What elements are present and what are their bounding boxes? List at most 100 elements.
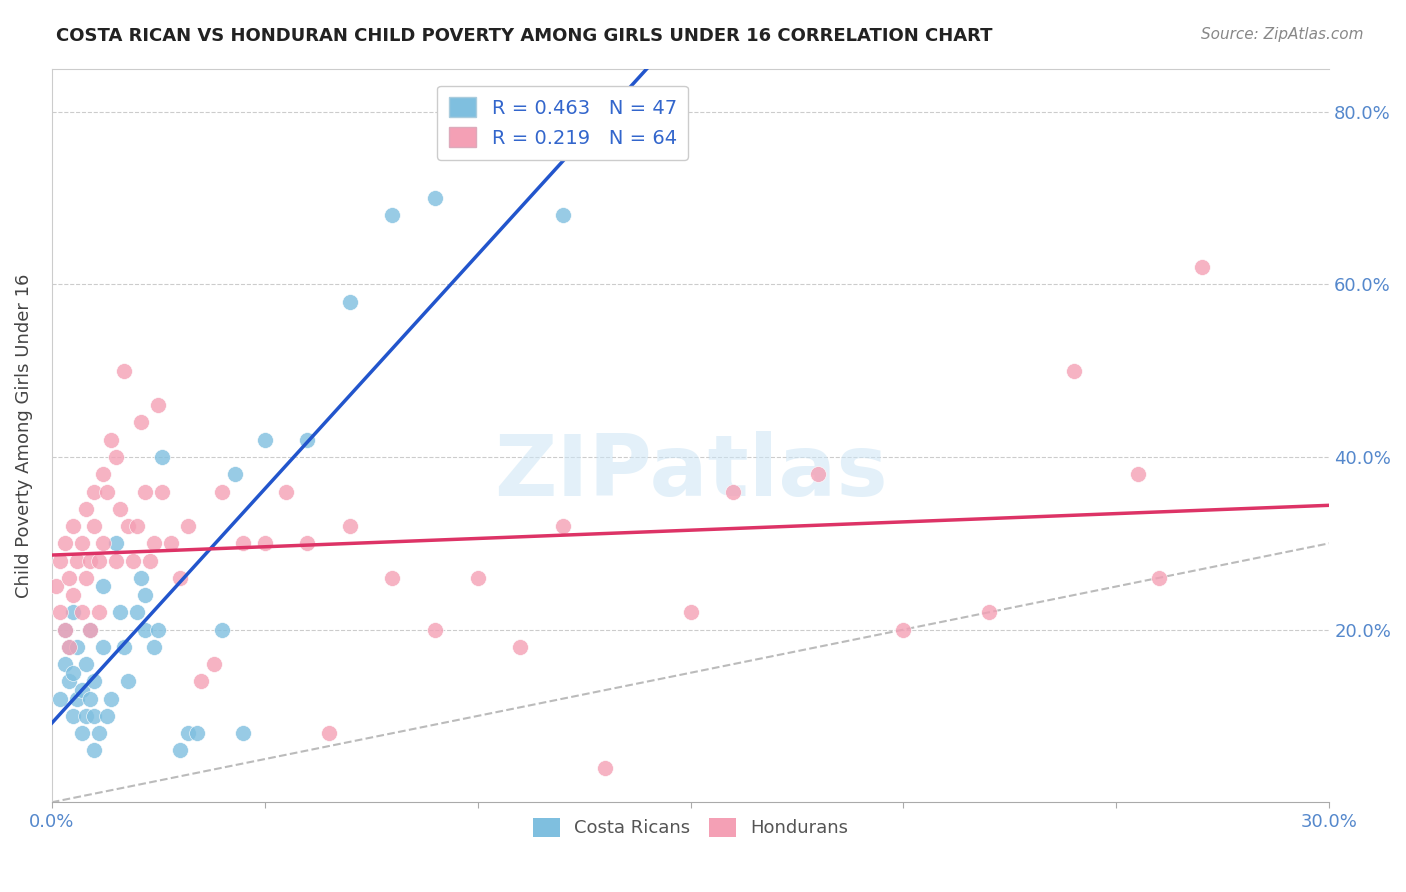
Point: [66, 691, 89, 706]
Point: [53, 657, 76, 672]
Point: [381, 208, 404, 222]
Point: [45, 579, 67, 593]
Point: [79, 623, 101, 637]
Legend: Costa Ricans, Hondurans: Costa Ricans, Hondurans: [526, 811, 855, 845]
Point: [274, 484, 297, 499]
Point: [58, 640, 80, 654]
Point: [70, 536, 93, 550]
Point: [186, 726, 208, 740]
Point: [169, 743, 191, 757]
Point: [339, 294, 361, 309]
Point: [224, 467, 246, 482]
Point: [551, 519, 574, 533]
Point: [108, 501, 131, 516]
Point: [177, 726, 200, 740]
Point: [53, 623, 76, 637]
Text: ZIPatlas: ZIPatlas: [494, 431, 887, 514]
Point: [83, 484, 105, 499]
Point: [381, 571, 404, 585]
Point: [58, 674, 80, 689]
Point: [211, 484, 233, 499]
Point: [125, 519, 148, 533]
Point: [53, 536, 76, 550]
Point: [83, 743, 105, 757]
Point: [75, 657, 97, 672]
Point: [49, 691, 72, 706]
Point: [211, 623, 233, 637]
Point: [721, 484, 744, 499]
Point: [297, 536, 319, 550]
Point: [96, 484, 118, 499]
Point: [104, 536, 127, 550]
Point: [807, 467, 830, 482]
Point: [62, 605, 84, 619]
Point: [104, 553, 127, 567]
Point: [83, 709, 105, 723]
Point: [117, 519, 139, 533]
Point: [142, 640, 165, 654]
Point: [509, 640, 531, 654]
Point: [129, 571, 152, 585]
Point: [62, 665, 84, 680]
Point: [121, 553, 143, 567]
Text: COSTA RICAN VS HONDURAN CHILD POVERTY AMONG GIRLS UNDER 16 CORRELATION CHART: COSTA RICAN VS HONDURAN CHILD POVERTY AM…: [56, 27, 993, 45]
Point: [679, 605, 702, 619]
Point: [142, 536, 165, 550]
Point: [129, 416, 152, 430]
Point: [66, 640, 89, 654]
Point: [977, 605, 1000, 619]
Point: [112, 364, 135, 378]
Point: [83, 519, 105, 533]
Point: [53, 623, 76, 637]
Point: [232, 726, 254, 740]
Point: [169, 571, 191, 585]
Text: Source: ZipAtlas.com: Source: ZipAtlas.com: [1201, 27, 1364, 42]
Point: [91, 536, 114, 550]
Point: [138, 553, 160, 567]
Point: [62, 519, 84, 533]
Point: [134, 623, 156, 637]
Point: [339, 519, 361, 533]
Point: [91, 467, 114, 482]
Point: [318, 726, 340, 740]
Point: [467, 571, 489, 585]
Point: [134, 484, 156, 499]
Point: [66, 553, 89, 567]
Point: [58, 640, 80, 654]
Point: [87, 553, 110, 567]
Point: [70, 683, 93, 698]
Point: [1126, 467, 1149, 482]
Point: [134, 588, 156, 602]
Point: [100, 691, 122, 706]
Point: [152, 484, 174, 499]
Point: [70, 726, 93, 740]
Point: [297, 433, 319, 447]
Point: [91, 640, 114, 654]
Point: [1191, 260, 1213, 274]
Point: [190, 674, 212, 689]
Point: [49, 553, 72, 567]
Point: [1147, 571, 1170, 585]
Point: [75, 709, 97, 723]
Point: [595, 761, 617, 775]
Point: [160, 536, 183, 550]
Point: [423, 623, 446, 637]
Point: [253, 536, 276, 550]
Point: [177, 519, 200, 533]
Point: [91, 579, 114, 593]
Point: [100, 433, 122, 447]
Point: [117, 674, 139, 689]
Point: [112, 640, 135, 654]
Point: [148, 398, 170, 412]
Point: [62, 588, 84, 602]
Point: [87, 605, 110, 619]
Point: [62, 709, 84, 723]
Y-axis label: Child Poverty Among Girls Under 16: Child Poverty Among Girls Under 16: [15, 273, 32, 598]
Point: [551, 208, 574, 222]
Point: [79, 553, 101, 567]
Point: [58, 571, 80, 585]
Point: [108, 605, 131, 619]
Point: [1063, 364, 1085, 378]
Point: [104, 450, 127, 464]
Point: [79, 691, 101, 706]
